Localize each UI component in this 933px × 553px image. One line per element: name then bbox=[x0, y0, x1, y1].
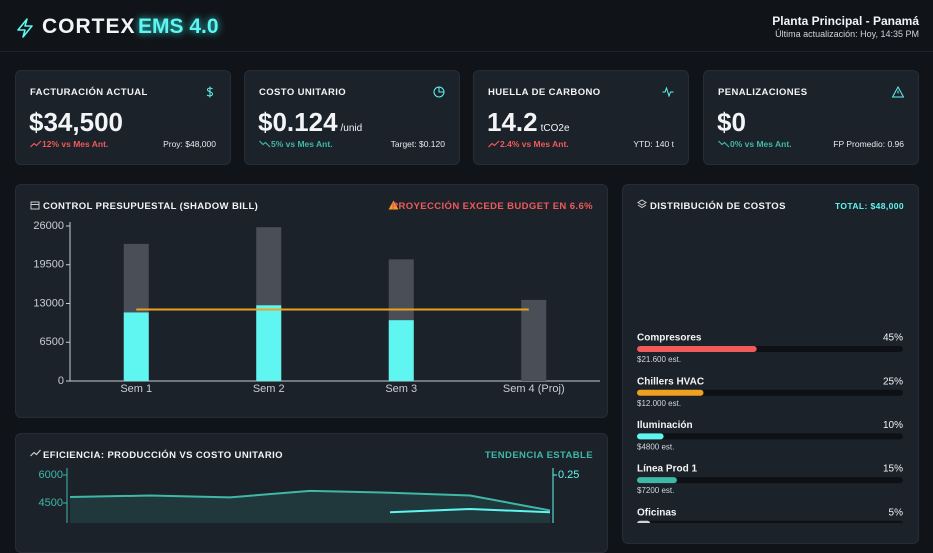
item-bar bbox=[637, 389, 704, 396]
trend-arrow bbox=[30, 140, 42, 148]
bar bbox=[123, 312, 149, 381]
item-bar bbox=[637, 433, 664, 440]
panel-title: DISTRIBUCIÓN DE COSTOS bbox=[650, 201, 786, 212]
kpi-card: PENALIZACIONES $0 0% vs Mes Ant. FP Promedi… bbox=[703, 70, 919, 165]
trend-arrow bbox=[718, 140, 730, 148]
kpi-title: HUELLA DE CARBONO bbox=[488, 87, 601, 98]
item-amount: $7200 est. bbox=[637, 486, 674, 495]
item-percent: 5% bbox=[889, 507, 904, 518]
item-track bbox=[637, 477, 903, 484]
dashboard: CORTEX EMS 4.0 Planta Principal - Panamá… bbox=[0, 14, 933, 553]
area bbox=[70, 490, 550, 523]
updated: Última actualización: Hoy, 14:35 PM bbox=[775, 29, 919, 39]
panel-title: EFICIENCIA: PRODUCCIÓN VS COSTO UNITARIO bbox=[43, 450, 283, 461]
bar bbox=[388, 320, 414, 381]
y2-tick-label: 0.25 bbox=[558, 469, 579, 481]
y-tick-label: 13000 bbox=[33, 297, 64, 309]
panel-title: CONTROL PRESUPUESTAL (SHADOW BILL) bbox=[43, 201, 259, 212]
kpi-card: FACTURACIÓN ACTUAL $34,500 12% vs Mes Ant.… bbox=[15, 70, 231, 165]
kpi-icon bbox=[433, 86, 445, 98]
kpi-title: FACTURACIÓN ACTUAL bbox=[30, 87, 148, 98]
logo-icon bbox=[17, 18, 33, 38]
status: TENDENCIA ESTABLE bbox=[484, 450, 593, 461]
item-name: Chillers HVAC bbox=[637, 376, 704, 387]
line bbox=[389, 507, 551, 514]
item-amount: $21.600 est. bbox=[637, 355, 681, 364]
charts-layer: 0 6500 13000 19500 26000 Sem 1 Sem 2 Sem 3 Sem 4… bbox=[33, 220, 904, 523]
kpi-note: Target: $0.120 bbox=[390, 139, 445, 149]
kpi-value: $0 bbox=[717, 107, 746, 138]
plant: Planta Principal - Panamá bbox=[772, 14, 919, 28]
item-percent: 10% bbox=[883, 420, 903, 431]
item-track bbox=[637, 520, 903, 523]
x-tick-label: Sem 3 bbox=[385, 383, 417, 395]
separator bbox=[0, 51, 933, 52]
item-name: Línea Prod 1 bbox=[637, 464, 697, 475]
kpi-icon bbox=[662, 86, 674, 98]
alert: PROYECCIÓN EXCEDE BUDGET EN 6.6% bbox=[391, 201, 593, 212]
kpi-number: $34,500 bbox=[29, 107, 123, 137]
kpi-note: YTD: 140 t bbox=[633, 139, 674, 149]
x-tick-label: Sem 2 bbox=[253, 383, 285, 395]
y-tick-label: 26000 bbox=[33, 220, 64, 232]
y-tick-label: 19500 bbox=[33, 259, 64, 271]
item-bar bbox=[637, 346, 757, 352]
kpi-note: FP Promedio: 0.96 bbox=[833, 139, 904, 149]
budget-panel: CONTROL PRESUPUESTAL (SHADOW BILL) PROYE… bbox=[15, 184, 608, 418]
item-track bbox=[637, 389, 903, 396]
kpi-title: COSTO UNITARIO bbox=[259, 87, 347, 98]
kpi-delta: 5% vs Mes Ant. bbox=[271, 139, 333, 149]
total: TOTAL: $48,000 bbox=[834, 201, 904, 211]
item-amount: $12.000 est. bbox=[637, 399, 681, 408]
kpi-unit: /unid bbox=[340, 123, 363, 134]
kpi-number: $0 bbox=[717, 107, 746, 137]
kpi-delta: 12% vs Mes Ant. bbox=[42, 139, 109, 149]
y-tick-label: 4500 bbox=[39, 497, 63, 509]
warning-icon bbox=[388, 200, 399, 210]
kpi-number: $0.124 bbox=[258, 107, 338, 137]
kpi-card: HUELLA DE CARBONO 14.2 tCO2e 2.4% vs Mes An… bbox=[473, 70, 689, 165]
kpi-icon bbox=[892, 86, 904, 98]
kpi-delta: 2.4% vs Mes Ant. bbox=[500, 139, 569, 149]
y-tick-label: 6000 bbox=[39, 469, 63, 481]
item-amount: $4800 est. bbox=[637, 443, 674, 452]
trend-arrow bbox=[259, 140, 271, 148]
kpi-number: 14.2 bbox=[487, 107, 538, 137]
item-name: Oficinas bbox=[637, 507, 677, 518]
y-tick-label: 0 bbox=[58, 375, 64, 387]
kpi-unit: tCO2e bbox=[540, 123, 570, 134]
item-track bbox=[637, 433, 903, 440]
item-name: Iluminación bbox=[637, 420, 693, 431]
calendar-icon bbox=[30, 201, 40, 210]
version: EMS 4.0 bbox=[138, 15, 219, 38]
item-percent: 15% bbox=[883, 464, 903, 475]
trend-icon bbox=[30, 449, 41, 457]
kpi-value: $34,500 bbox=[29, 107, 123, 138]
distribution-panel: DISTRIBUCIÓN DE COSTOS TOTAL: $48,000 bbox=[622, 184, 919, 544]
item-percent: 45% bbox=[883, 333, 903, 344]
x-tick-label: Sem 4 (Proj) bbox=[503, 383, 565, 395]
trend-arrow bbox=[488, 140, 500, 148]
kpi-delta: 0% vs Mes Ant. bbox=[730, 139, 792, 149]
kpi-value: 14.2 tCO2e bbox=[487, 107, 570, 138]
item-bar bbox=[637, 520, 651, 523]
item-name: Compresores bbox=[637, 333, 702, 344]
line bbox=[69, 489, 551, 512]
logo: CORTEX bbox=[42, 15, 136, 38]
x-tick-label: Sem 1 bbox=[120, 383, 152, 395]
y-tick-label: 6500 bbox=[40, 336, 64, 348]
layers-icon bbox=[637, 199, 647, 209]
kpi-value: $0.124/unid bbox=[258, 107, 362, 138]
kpi-note: Proy: $48,000 bbox=[163, 139, 216, 149]
kpi-card: COSTO UNITARIO $0.124/unid 5% vs Mes Ant. T… bbox=[244, 70, 460, 165]
kpi-icon bbox=[206, 86, 214, 98]
bar bbox=[256, 305, 282, 381]
item-bar bbox=[637, 477, 677, 484]
item-percent: 25% bbox=[883, 376, 903, 387]
bar bbox=[521, 299, 547, 381]
kpi-title: PENALIZACIONES bbox=[718, 87, 808, 98]
